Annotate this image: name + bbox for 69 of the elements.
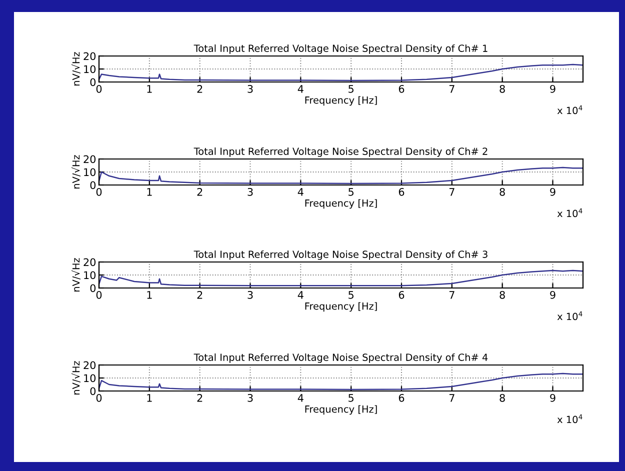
x-tick-label: 4 bbox=[298, 291, 304, 299]
text: x 10$^{4}$ bbox=[557, 208, 582, 218]
x-tick-label: 9 bbox=[550, 84, 556, 93]
x-tick-label: 5 bbox=[348, 291, 354, 299]
x-tick-label: 8 bbox=[500, 290, 505, 299]
y-axis-title: nV/√Hz bbox=[72, 52, 80, 86]
x-tick-label: 0 bbox=[96, 394, 102, 402]
x-tick-label: 0 bbox=[96, 84, 102, 93]
y-tick-label: 0 bbox=[90, 284, 96, 292]
x-tick-label: 2 bbox=[197, 290, 202, 299]
x-axis-title: Frequency [Hz] bbox=[305, 96, 377, 106]
x-tick-label: 8 bbox=[500, 84, 505, 93]
y-axis-title: nV/√Hz bbox=[72, 258, 80, 292]
x-tick-label: 3 bbox=[248, 394, 253, 402]
y-tick-label: 0 bbox=[90, 78, 96, 86]
x-tick-label: 7 bbox=[449, 394, 454, 402]
x-tick-label: 1 bbox=[147, 188, 152, 196]
y-tick-label: 10 bbox=[84, 271, 96, 280]
y-tick-label: 20 bbox=[84, 361, 96, 370]
x-tick-label: 2 bbox=[197, 188, 202, 196]
x-tick-label: 8 bbox=[500, 394, 505, 402]
x-tick-label: 2 bbox=[197, 394, 202, 402]
x-tick-label: 9 bbox=[550, 188, 556, 196]
x-tick-label: 4 bbox=[298, 188, 304, 196]
chart-title: Total Input Referred Voltage Noise Spectral Density of Ch# 1 bbox=[194, 44, 488, 54]
x-tick-label: 9 bbox=[550, 394, 556, 402]
x-tick-label: 7 bbox=[449, 291, 454, 299]
x-axis-title: Frequency [Hz] bbox=[305, 302, 377, 312]
x-tick-label: 6 bbox=[398, 394, 404, 402]
text: x 10$^{4}$ bbox=[557, 311, 582, 320]
x-tick-label: 4 bbox=[298, 85, 304, 93]
x-tick-label: 1 bbox=[147, 85, 152, 93]
x-tick-label: 3 bbox=[248, 290, 253, 299]
x-tick-label: 1 bbox=[147, 291, 152, 299]
x-tick-label: 2 bbox=[197, 84, 202, 93]
x-tick-label: 7 bbox=[449, 188, 454, 196]
x-tick-label: 0 bbox=[96, 188, 102, 196]
y-tick-label: 20 bbox=[84, 52, 96, 60]
x-tick-label: 9 bbox=[550, 290, 556, 299]
line-series bbox=[99, 270, 583, 286]
x-tick-label: 8 bbox=[500, 188, 505, 196]
y-axis-title: nV/√Hz bbox=[72, 155, 80, 188]
x-tick-label: 4 bbox=[298, 394, 304, 402]
x-tick-label: 1 bbox=[147, 394, 152, 402]
text: x 10$^{4}$ bbox=[557, 105, 582, 114]
x-axis-title: Frequency [Hz] bbox=[305, 199, 377, 209]
x-tick-label: 0 bbox=[96, 290, 102, 299]
y-tick-label: 10 bbox=[84, 374, 96, 382]
x-axis-title: Frequency [Hz] bbox=[305, 405, 377, 415]
x-tick-label: 6 bbox=[398, 84, 404, 93]
x-tick-label: 6 bbox=[398, 290, 404, 299]
x-tick-label: 5 bbox=[348, 188, 354, 196]
chart-title: Total Input Referred Voltage Noise Spectral Density of Ch# 4 bbox=[194, 353, 488, 363]
y-tick-label: 0 bbox=[90, 387, 96, 396]
x-tick-label: 7 bbox=[449, 85, 454, 93]
y-tick-label: 0 bbox=[90, 181, 96, 190]
y-tick-label: 10 bbox=[84, 168, 96, 176]
x-tick-label: 3 bbox=[248, 84, 253, 93]
x-tick-label: 3 bbox=[248, 188, 253, 196]
text: x 10$^{4}$ bbox=[557, 414, 582, 424]
y-tick-label: 10 bbox=[84, 65, 96, 74]
chart-title: Total Input Referred Voltage Noise Spectral Density of Ch# 3 bbox=[194, 250, 488, 260]
y-axis-title: nV/√Hz bbox=[72, 361, 80, 394]
x-tick-label: 5 bbox=[348, 85, 354, 93]
y-tick-label: 20 bbox=[84, 155, 96, 164]
x-tick-label: 6 bbox=[398, 188, 404, 196]
y-tick-label: 20 bbox=[84, 258, 96, 266]
x-tick-label: 5 bbox=[348, 394, 354, 402]
chart-title: Total Input Referred Voltage Noise Spectral Density of Ch# 2 bbox=[194, 147, 488, 157]
